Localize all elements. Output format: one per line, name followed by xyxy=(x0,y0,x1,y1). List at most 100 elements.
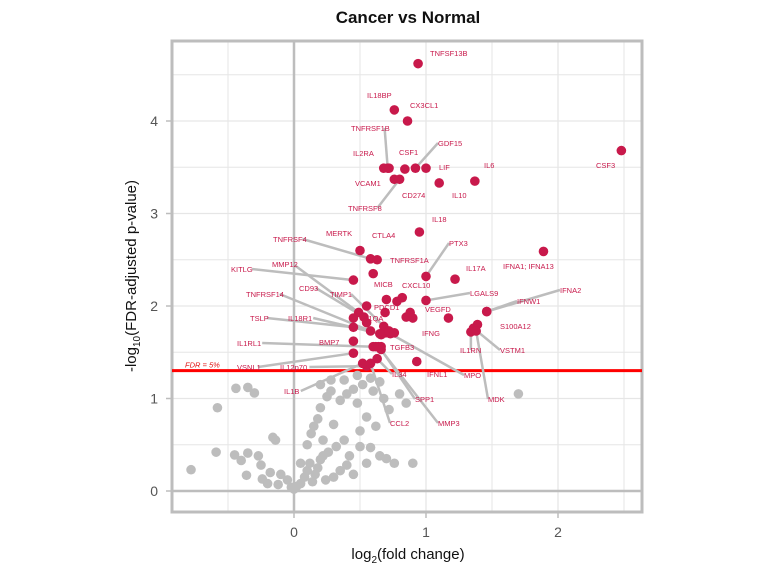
point-significant xyxy=(380,307,390,318)
point-significant xyxy=(376,329,386,340)
y-tick-label: 1 xyxy=(150,391,158,407)
point-significant xyxy=(411,356,422,367)
x-tick-label: 1 xyxy=(422,524,430,540)
point-nonsignificant xyxy=(243,382,253,393)
point-nonsignificant xyxy=(318,435,328,445)
gene-label: TNFRSF1B xyxy=(351,124,390,133)
gene-label: IL6 xyxy=(484,161,494,170)
gene-label: VSNL1 xyxy=(237,363,261,372)
point-nonsignificant xyxy=(339,435,349,445)
point-nonsignificant xyxy=(348,384,359,395)
gene-label: IL10 xyxy=(452,191,467,200)
point-nonsignificant xyxy=(361,458,372,469)
point-nonsignificant xyxy=(365,373,376,383)
point-significant xyxy=(348,336,359,346)
gene-label: IL18 xyxy=(432,215,447,224)
label-connector xyxy=(262,341,374,348)
point-nonsignificant xyxy=(249,388,260,398)
gene-label: IFNA2 xyxy=(560,286,581,295)
label-connector xyxy=(302,237,371,261)
point-significant xyxy=(443,313,454,323)
point-nonsignificant xyxy=(331,441,342,452)
gene-label: TNFRSF1A xyxy=(390,256,429,265)
point-nonsignificant xyxy=(401,398,412,408)
point-nonsignificant xyxy=(186,464,196,475)
point-nonsignificant xyxy=(265,467,276,478)
gene-label: MICB xyxy=(374,280,393,289)
gene-label: KITLG xyxy=(231,265,253,274)
point-nonsignificant xyxy=(357,379,368,390)
point-significant xyxy=(470,176,480,186)
point-nonsignificant xyxy=(326,386,336,396)
point-nonsignificant xyxy=(305,458,315,469)
point-nonsignificant xyxy=(355,441,365,452)
point-significant xyxy=(450,274,460,284)
point-nonsignificant xyxy=(352,370,363,381)
point-nonsignificant xyxy=(253,451,264,461)
y-tick-label: 2 xyxy=(150,298,158,314)
point-significant xyxy=(392,296,402,307)
point-nonsignificant xyxy=(371,421,381,432)
gene-label: TIMP1 xyxy=(330,290,352,299)
label-connector xyxy=(414,142,439,170)
point-significant xyxy=(421,295,431,306)
gene-label: TGFB3 xyxy=(390,343,414,352)
gene-label: VEGFD xyxy=(425,305,451,314)
point-nonsignificant xyxy=(282,475,293,485)
point-nonsignificant xyxy=(348,469,359,480)
gene-label: BMP7 xyxy=(319,338,339,347)
x-tick-label: 2 xyxy=(554,524,562,540)
gene-label: CXCL10 xyxy=(402,281,430,290)
point-nonsignificant xyxy=(342,460,352,470)
point-significant xyxy=(348,322,359,333)
point-nonsignificant xyxy=(229,450,240,460)
point-significant xyxy=(365,326,376,336)
y-axis-ticks: 0 1 2 3 4 xyxy=(150,113,171,499)
gene-label: C1QA xyxy=(363,314,383,323)
point-nonsignificant xyxy=(381,453,392,464)
gene-label: VSTM1 xyxy=(500,346,525,355)
x-axis-ticks: 0 1 2 xyxy=(290,513,562,540)
point-nonsignificant xyxy=(256,460,266,470)
point-significant xyxy=(400,164,410,174)
point-nonsignificant xyxy=(368,386,379,396)
point-nonsignificant xyxy=(302,465,313,476)
point-nonsignificant xyxy=(315,402,326,413)
label-connector xyxy=(257,351,354,369)
y-tick-label: 4 xyxy=(150,113,158,129)
point-nonsignificant xyxy=(211,447,221,457)
point-significant xyxy=(410,163,421,173)
gene-label: IL1RN xyxy=(460,346,481,355)
gene-label: IL1B xyxy=(284,387,299,396)
point-significant xyxy=(421,163,431,173)
point-nonsignificant xyxy=(307,476,318,487)
point-nonsignificant xyxy=(312,414,323,424)
point-significant xyxy=(413,58,423,69)
point-nonsignificant xyxy=(361,412,372,422)
point-nonsignificant xyxy=(212,402,223,413)
point-significant xyxy=(421,271,431,282)
gene-label: TNFRSF14 xyxy=(246,290,284,299)
gene-label: IFNW1 xyxy=(517,297,540,306)
gene-label: IFNA1; IFNA13 xyxy=(503,262,554,271)
gene-label: TSLP xyxy=(250,314,269,323)
gene-label: TNFRSF8 xyxy=(348,204,382,213)
label-connector xyxy=(389,332,465,377)
gene-label: IL18BP xyxy=(367,91,392,100)
y-axis-title: -log10(FDR-adjusted p-value) xyxy=(123,180,143,372)
gene-label: PTX3 xyxy=(449,239,468,248)
point-nonsignificant xyxy=(389,458,400,469)
gene-label: CSF3 xyxy=(596,161,615,170)
label-connector xyxy=(474,330,490,400)
point-significant xyxy=(389,105,400,115)
significant-points xyxy=(348,58,627,371)
gene-label: TNFSF13B xyxy=(430,49,468,58)
point-significant xyxy=(368,268,379,279)
point-nonsignificant xyxy=(241,470,252,481)
point-nonsignificant xyxy=(323,447,334,457)
point-significant xyxy=(402,116,413,126)
label-connector xyxy=(251,267,354,282)
label-connector xyxy=(300,362,364,393)
gene-label: IFNL1 xyxy=(427,370,447,379)
